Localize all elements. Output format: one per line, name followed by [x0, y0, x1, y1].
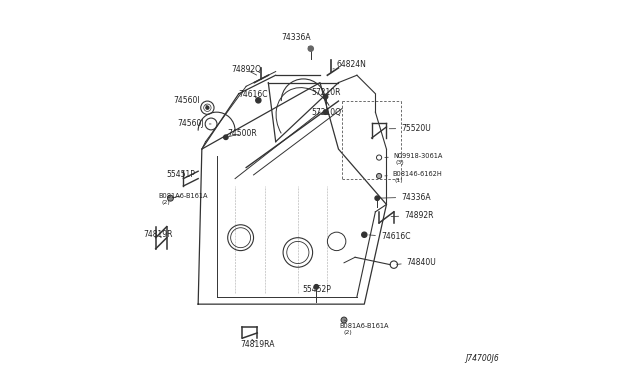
Text: 74819RA: 74819RA [240, 339, 275, 349]
Text: B081A6-B161A: B081A6-B161A [340, 320, 389, 329]
Text: 75520U: 75520U [389, 124, 431, 133]
Circle shape [314, 285, 319, 289]
Circle shape [375, 196, 380, 201]
Text: 64824N: 64824N [333, 60, 367, 69]
Text: 55451P: 55451P [166, 170, 195, 179]
Text: 74500R: 74500R [227, 129, 257, 138]
Text: (2): (2) [162, 200, 171, 205]
Circle shape [308, 46, 314, 51]
Text: 74892R: 74892R [391, 211, 434, 220]
Circle shape [341, 317, 347, 323]
Text: B081A6-B161A: B081A6-B161A [158, 193, 208, 199]
Text: 74819R: 74819R [143, 230, 173, 239]
Text: 74336A: 74336A [380, 193, 431, 202]
Text: (3): (3) [396, 160, 404, 165]
Circle shape [323, 94, 328, 99]
Circle shape [168, 195, 173, 201]
Text: 57210R: 57210R [312, 88, 341, 97]
Circle shape [256, 98, 261, 103]
Circle shape [323, 110, 328, 114]
Circle shape [206, 106, 209, 109]
Text: N09918-3061A: N09918-3061A [385, 153, 444, 159]
Text: (2): (2) [343, 330, 352, 336]
Text: 74336A: 74336A [281, 33, 311, 46]
Text: B08146-6162H: B08146-6162H [385, 171, 442, 177]
Text: 57210Q: 57210Q [312, 108, 342, 117]
Text: 55452P: 55452P [303, 285, 332, 294]
Text: 74560J: 74560J [177, 119, 211, 128]
Circle shape [223, 135, 228, 140]
Text: 74616C: 74616C [369, 232, 410, 241]
Text: (1): (1) [395, 178, 403, 183]
Text: 74892Q: 74892Q [232, 65, 261, 75]
Text: 74560I: 74560I [173, 96, 207, 106]
Circle shape [362, 232, 367, 237]
Circle shape [376, 173, 381, 179]
Text: 74616C: 74616C [238, 90, 268, 99]
Text: 74840U: 74840U [397, 257, 436, 267]
Text: J74700J6: J74700J6 [465, 354, 499, 363]
